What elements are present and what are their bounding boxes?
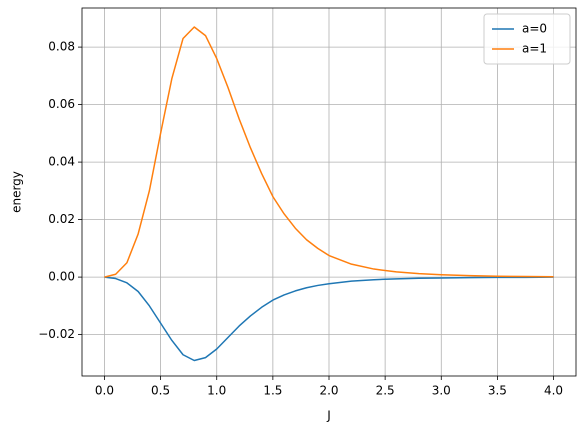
x-tick-label: 3.0 bbox=[432, 384, 451, 398]
x-tick-label: 0.5 bbox=[151, 384, 170, 398]
line-series bbox=[104, 276, 554, 362]
x-tick-label: 2.0 bbox=[319, 384, 338, 398]
y-tick-label: 0.00 bbox=[48, 270, 75, 284]
x-tick-label: 0.0 bbox=[95, 384, 114, 398]
y-tick-label: 0.02 bbox=[48, 212, 75, 226]
plot-frame bbox=[81, 7, 577, 377]
x-tick-label: 2.5 bbox=[376, 384, 395, 398]
x-tick-label: 1.0 bbox=[207, 384, 226, 398]
y-tick-label: −0.02 bbox=[38, 327, 75, 341]
x-tick-label: 1.5 bbox=[263, 384, 282, 398]
y-tick-label: 0.04 bbox=[48, 155, 75, 169]
x-axis-label: J bbox=[326, 409, 331, 423]
y-tick-label: 0.08 bbox=[48, 40, 75, 54]
y-axis-label: energy bbox=[10, 171, 24, 213]
legend-label: a=0 bbox=[522, 22, 547, 36]
x-tick-label: 3.5 bbox=[488, 384, 507, 398]
y-tick-label: 0.06 bbox=[48, 97, 75, 111]
line-series bbox=[104, 26, 554, 278]
x-tick-label: 4.0 bbox=[544, 384, 563, 398]
legend-label: a=1 bbox=[522, 42, 547, 56]
legend-box bbox=[483, 13, 571, 65]
